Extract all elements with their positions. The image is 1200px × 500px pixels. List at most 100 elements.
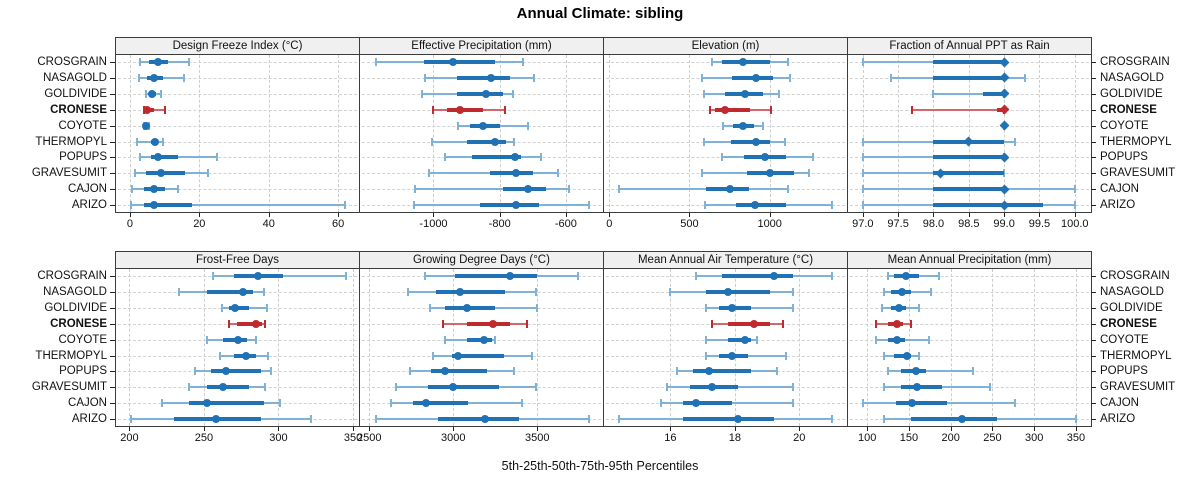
axis-tick (268, 213, 270, 217)
median-marker (721, 105, 730, 114)
whisker-cap-low (161, 399, 164, 408)
gridline-vertical (1074, 55, 1076, 212)
site-label-left: POPUPS (59, 365, 107, 378)
whisker-cap-high (778, 89, 781, 98)
panel-plot (603, 268, 848, 427)
panel-header-1: Effective Precipitation (mm) (359, 37, 604, 55)
site-label-left: GRAVESUMIT (31, 381, 107, 394)
site-row-tick-right (1091, 62, 1096, 63)
site-row-tick-left (110, 291, 115, 293)
whisker-cap-high (534, 287, 537, 296)
axis-tick (968, 213, 970, 217)
whisker-cap-low (374, 415, 377, 424)
whisker-cap-high (278, 399, 281, 408)
median-marker (234, 335, 243, 344)
gridline-vertical (353, 269, 355, 426)
gridline-horizontal (850, 276, 1089, 277)
median-marker (708, 383, 717, 392)
axis-tick (689, 213, 691, 217)
median-marker (253, 272, 262, 280)
whisker-cap-high (791, 303, 794, 312)
site-row-tick-right (1091, 93, 1096, 95)
interquartile-bar (893, 353, 911, 358)
gridline-horizontal (118, 189, 357, 191)
gridline-vertical (689, 55, 691, 212)
whisker-cap-low (617, 415, 620, 424)
site-label-left: ARIZO (71, 199, 107, 212)
median-marker (148, 89, 157, 98)
site-label-right: CRONESE (1100, 103, 1157, 116)
median-marker (150, 201, 159, 210)
panel-title: Mean Annual Precipitation (mm) (887, 254, 1052, 266)
median-marker (490, 137, 499, 146)
median-marker (727, 303, 736, 312)
whisker-cap-low (618, 185, 621, 194)
site-row-tick-right (1091, 307, 1096, 309)
median-marker (999, 88, 1010, 99)
gridline-vertical (867, 269, 869, 426)
median-marker (143, 105, 152, 114)
whisker-cap-high (787, 58, 790, 66)
whisker-cap-low (424, 73, 427, 82)
whisker-cap-high (808, 169, 811, 178)
median-marker (482, 89, 491, 98)
axis-tick (453, 427, 455, 431)
median-marker (726, 185, 735, 194)
axis-tick-label: 99.0 (993, 218, 1015, 230)
whisker-cap-high (521, 399, 524, 408)
site-label-right: CAJON (1100, 397, 1139, 410)
whisker-cap-low (861, 153, 864, 162)
median-marker (153, 58, 162, 66)
site-row-tick-right (1091, 339, 1096, 341)
site-row-tick-left (110, 109, 115, 111)
whisker-cap-low (861, 201, 864, 210)
whisker-cap-high (588, 415, 591, 424)
whisker-cap-high (215, 153, 218, 162)
whisker-cap-low (862, 399, 865, 408)
site-label-right: THERMOPYL (1100, 349, 1172, 362)
whisker-cap-low (137, 73, 140, 82)
interquartile-bar (451, 353, 504, 358)
site-label-right: GRAVESUMIT (1100, 381, 1176, 394)
axis-tick-label: 20 (793, 432, 806, 444)
gridline-vertical (992, 269, 994, 426)
median-marker (455, 287, 464, 296)
whisker-cap-low (427, 169, 430, 178)
axis-tick (933, 213, 935, 217)
axis-tick-label: 150 (899, 432, 919, 444)
whisker-cap-high (988, 383, 991, 392)
median-marker (692, 399, 701, 408)
median-marker (422, 399, 431, 408)
interquartile-bar (933, 171, 1005, 176)
whisker-cap-low (135, 137, 138, 146)
whisker-cap-low (911, 105, 914, 114)
site-row-tick-right (1091, 141, 1096, 143)
median-marker (150, 185, 159, 194)
whisker-cap-low (704, 303, 707, 312)
interquartile-bar (705, 289, 771, 294)
median-marker (963, 136, 974, 147)
panel-header-2: Elevation (m) (603, 37, 848, 55)
site-row-tick-right (1091, 419, 1096, 421)
median-marker (252, 319, 261, 328)
gridline-vertical (950, 269, 952, 426)
axis-tick (769, 213, 771, 217)
median-marker (727, 351, 736, 360)
whisker-cap-low (390, 399, 393, 408)
whisker-cap-low (129, 415, 132, 424)
panel-plot (359, 54, 604, 213)
site-label-right: ARIZO (1100, 199, 1136, 212)
whisker-cap-low (861, 137, 864, 146)
site-label-left: NASAGOLD (43, 285, 107, 298)
whisker-cap-low (861, 185, 864, 194)
whisker-cap-low (144, 89, 147, 98)
axis-tick (499, 213, 501, 217)
axis-tick (734, 427, 736, 431)
median-marker (479, 335, 488, 344)
gridline-horizontal (118, 157, 357, 159)
axis-tick-label: 1000 (757, 218, 782, 230)
site-row-tick-right (1091, 189, 1096, 191)
axis-tick-label: 100 (858, 432, 877, 444)
site-row-tick-right (1091, 323, 1096, 325)
whisker-cap-low (177, 287, 180, 296)
